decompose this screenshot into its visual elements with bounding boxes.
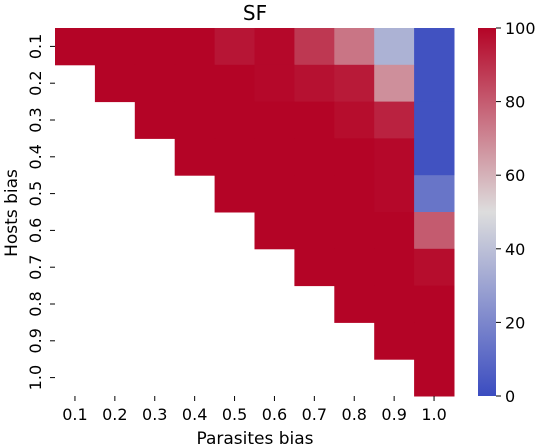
heatmap-cell [334, 28, 375, 66]
heatmap-cell [334, 138, 375, 176]
heatmap-cell [254, 28, 295, 66]
y-axis-label: Hosts bias [2, 169, 22, 257]
heatmap-cell [414, 248, 455, 287]
x-tick-label: 0.9 [381, 405, 406, 424]
y-tick-label: 0.6 [26, 218, 45, 243]
y-axis-ticks: 0.1 0.2 0.3 0.4 0.5 0.6 0.7 0.8 0.9 1.0 [26, 34, 55, 390]
heatmap-cell [174, 138, 216, 176]
heatmap-cell [174, 101, 216, 139]
heatmap-cell [334, 175, 375, 213]
y-tick-label: 0.1 [26, 34, 45, 59]
x-axis-label: Parasites bias [196, 429, 313, 447]
heatmap-cell [55, 28, 96, 66]
heatmap-cell [294, 212, 335, 250]
colorbar-tick-label: 0 [505, 387, 515, 406]
x-tick-label: 0.6 [262, 405, 287, 424]
heatmap-cell [254, 212, 295, 250]
heatmap-cell [374, 248, 415, 287]
colorbar-tick-label: 80 [505, 93, 525, 112]
heatmap-cell [214, 138, 255, 176]
colorbar-tick-label: 40 [505, 240, 525, 259]
heatmap-cell [294, 101, 335, 139]
heatmap-cell [294, 28, 335, 66]
heatmap-cell [374, 175, 415, 213]
heatmap-cell [374, 322, 415, 360]
y-tick-label: 0.9 [26, 328, 45, 353]
heatmap-cell [254, 101, 295, 139]
heatmap-cell [94, 64, 136, 103]
heatmap-cell [374, 212, 415, 250]
heatmap-cell [414, 212, 455, 250]
y-tick-label: 1.0 [26, 365, 45, 390]
heatmap-cell [94, 28, 136, 66]
heatmap-cell [214, 101, 255, 139]
heatmap-cell [414, 101, 455, 139]
y-tick-label: 0.4 [26, 144, 45, 169]
heatmap-cell [414, 322, 455, 360]
heatmap-cell [374, 138, 415, 176]
heatmap-cell [294, 248, 335, 287]
x-tick-label: 0.5 [222, 405, 247, 424]
heatmap-cell [374, 64, 415, 103]
heatmap-cell [334, 212, 375, 250]
y-tick-label: 0.8 [26, 291, 45, 316]
heatmap-cell [414, 138, 455, 176]
y-tick-label: 0.2 [26, 70, 45, 95]
colorbar-ticks: 0 20 40 60 80 100 [496, 19, 536, 406]
colorbar-tick-label: 20 [505, 313, 525, 332]
y-tick-label: 0.5 [26, 181, 45, 206]
heatmap-cell [414, 285, 455, 323]
heatmap-cell [214, 28, 255, 66]
y-tick-label: 0.7 [26, 254, 45, 279]
heatmap-cell [334, 285, 375, 323]
heatmap-cell [334, 64, 375, 103]
heatmap-cell [374, 285, 415, 323]
colorbar [478, 28, 496, 396]
heatmap-cell [414, 175, 455, 213]
colorbar-tick-label: 100 [505, 19, 536, 38]
heatmap-cell [254, 138, 295, 176]
heatmap-cell [134, 64, 176, 103]
heatmap-cell [214, 64, 255, 103]
x-tick-label: 0.3 [142, 405, 167, 424]
x-tick-label: 0.4 [182, 405, 207, 424]
x-tick-label: 0.8 [342, 405, 367, 424]
heatmap-cell [254, 64, 295, 103]
x-tick-label: 0.1 [62, 405, 87, 424]
heatmap-cell [254, 175, 295, 213]
x-axis-ticks: 0.1 0.2 0.3 0.4 0.5 0.6 0.7 0.8 0.9 1.0 [62, 396, 447, 424]
x-tick-label: 0.7 [302, 405, 327, 424]
heatmap-cell [414, 359, 455, 397]
chart-title: SF [243, 1, 267, 25]
x-tick-label: 0.2 [102, 405, 127, 424]
heatmap-cell [174, 64, 216, 103]
heatmap-cell [294, 138, 335, 176]
heatmap-cell [134, 28, 176, 66]
heatmap-cell [374, 28, 415, 66]
heatmap-cell [414, 64, 455, 103]
heatmap-cell [174, 28, 216, 66]
heatmap-cell [294, 64, 335, 103]
heatmap-cell [374, 101, 415, 139]
colorbar-tick-label: 60 [505, 166, 525, 185]
heatmap-cell [214, 175, 255, 213]
heatmap-cell [334, 248, 375, 287]
heatmap-cell [414, 28, 455, 66]
heatmap-cell [134, 101, 176, 139]
x-tick-label: 1.0 [421, 405, 446, 424]
y-tick-label: 0.3 [26, 107, 45, 132]
heatmap-cells [55, 28, 455, 397]
heatmap-cell [294, 175, 335, 213]
heatmap-cell [334, 101, 375, 139]
